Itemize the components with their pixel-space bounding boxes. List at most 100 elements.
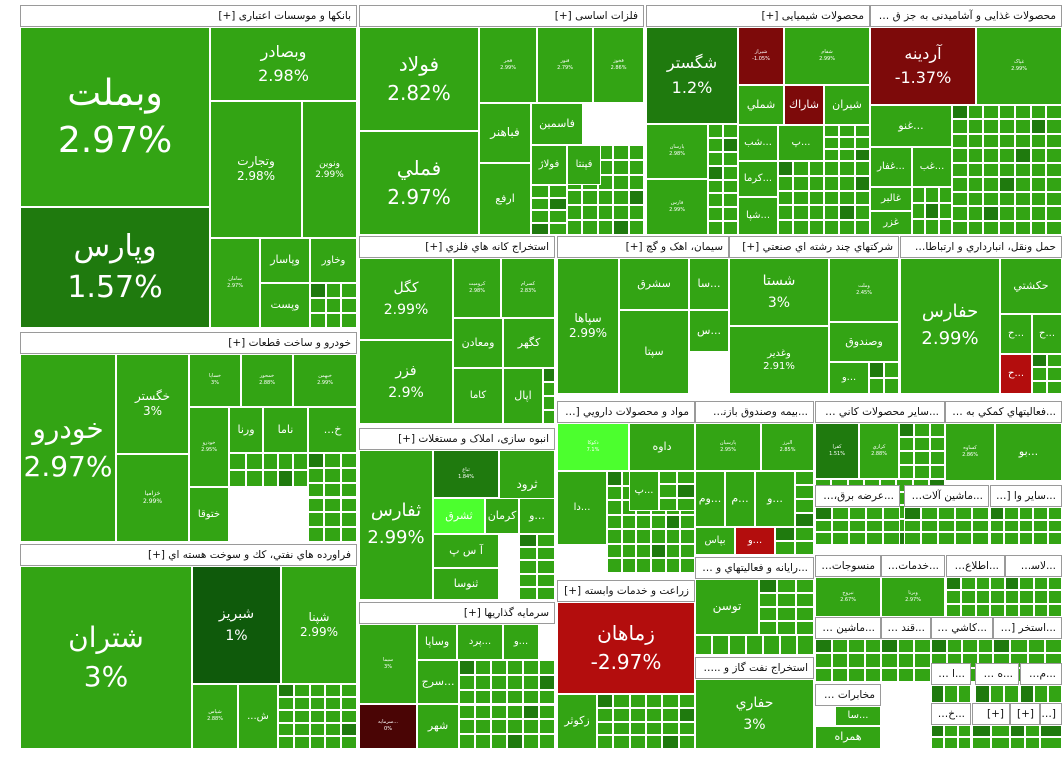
small-stock-tile[interactable] bbox=[1047, 532, 1062, 545]
small-stock-tile[interactable] bbox=[677, 471, 695, 485]
small-stock-tile[interactable] bbox=[597, 220, 614, 235]
stock-tile[interactable]: همراه bbox=[815, 726, 881, 749]
small-stock-tile[interactable] bbox=[636, 514, 651, 530]
small-stock-tile[interactable] bbox=[665, 543, 681, 559]
sector-header-auto[interactable]: خودرو و ساخت قطعات [+] bbox=[20, 332, 357, 354]
small-stock-tile[interactable] bbox=[613, 721, 630, 736]
stock-tile[interactable]: ...بو bbox=[995, 423, 1062, 481]
stock-tile[interactable]: كاما bbox=[453, 368, 503, 424]
small-stock-tile[interactable] bbox=[778, 220, 794, 235]
small-stock-tile[interactable] bbox=[854, 190, 870, 206]
small-stock-tile[interactable] bbox=[957, 685, 971, 703]
small-stock-tile[interactable] bbox=[549, 197, 567, 210]
small-stock-tile[interactable] bbox=[723, 151, 738, 166]
small-stock-tile[interactable] bbox=[1030, 191, 1047, 207]
small-stock-tile[interactable] bbox=[854, 125, 870, 137]
small-stock-tile[interactable] bbox=[459, 660, 475, 675]
small-stock-tile[interactable] bbox=[723, 207, 738, 222]
small-stock-tile[interactable] bbox=[678, 707, 695, 722]
small-stock-tile[interactable] bbox=[904, 507, 921, 520]
small-stock-tile[interactable] bbox=[1047, 380, 1062, 394]
small-stock-tile[interactable] bbox=[695, 635, 712, 655]
small-stock-tile[interactable] bbox=[884, 378, 899, 394]
small-stock-tile[interactable] bbox=[866, 507, 883, 520]
small-stock-tile[interactable] bbox=[309, 684, 326, 697]
small-stock-tile[interactable] bbox=[746, 635, 763, 655]
small-stock-tile[interactable] bbox=[960, 577, 976, 591]
small-stock-tile[interactable] bbox=[983, 133, 1000, 149]
small-stock-tile[interactable] bbox=[263, 470, 278, 487]
small-stock-tile[interactable] bbox=[849, 532, 866, 545]
small-stock-tile[interactable] bbox=[340, 467, 357, 483]
small-stock-tile[interactable] bbox=[613, 205, 629, 220]
stock-tile[interactable]: ...سرمايه 0% bbox=[359, 704, 417, 749]
small-stock-tile[interactable] bbox=[952, 206, 968, 221]
stock-tile[interactable]: ونوین 2.99% bbox=[302, 101, 357, 238]
small-stock-tile[interactable] bbox=[677, 484, 695, 498]
small-stock-tile[interactable] bbox=[475, 674, 491, 690]
small-stock-tile[interactable] bbox=[967, 220, 984, 235]
small-stock-tile[interactable] bbox=[983, 119, 1000, 134]
small-stock-tile[interactable] bbox=[636, 529, 651, 544]
small-stock-tile[interactable] bbox=[778, 161, 794, 176]
sector-header-oilgas[interactable]: استخراج نفت گاز و ... [+] bbox=[695, 657, 814, 679]
small-stock-tile[interactable] bbox=[931, 639, 947, 654]
stock-tile[interactable]: فاسمين bbox=[531, 103, 583, 145]
small-stock-tile[interactable] bbox=[914, 423, 930, 437]
sector-header-e6[interactable]: [+] bbox=[1010, 703, 1040, 725]
sector-header-e3[interactable]: ...م [+] bbox=[1020, 663, 1062, 685]
small-stock-tile[interactable] bbox=[597, 707, 614, 722]
stock-tile[interactable]: وپارس 1.57% bbox=[20, 207, 210, 328]
small-stock-tile[interactable] bbox=[975, 577, 991, 591]
stock-tile[interactable]: فجر 2.99% bbox=[479, 27, 537, 103]
small-stock-tile[interactable] bbox=[897, 639, 915, 654]
stock-tile[interactable]: شستا 3% bbox=[729, 258, 829, 326]
small-stock-tile[interactable] bbox=[884, 362, 899, 378]
small-stock-tile[interactable] bbox=[597, 735, 614, 749]
stock-tile[interactable]: حفارس 2.99% bbox=[900, 258, 1000, 394]
small-stock-tile[interactable] bbox=[543, 382, 555, 396]
small-stock-tile[interactable] bbox=[931, 685, 945, 703]
stock-tile[interactable]: فنور 2.79% bbox=[537, 27, 593, 103]
small-stock-tile[interactable] bbox=[1030, 105, 1047, 120]
small-stock-tile[interactable] bbox=[567, 205, 583, 220]
small-stock-tile[interactable] bbox=[1019, 590, 1034, 604]
sector-header-construction[interactable]: انبوه سازی، املاک و مستغلات [+] bbox=[359, 428, 555, 450]
small-stock-tile[interactable] bbox=[883, 532, 900, 545]
small-stock-tile[interactable] bbox=[999, 148, 1015, 163]
small-stock-tile[interactable] bbox=[459, 719, 475, 735]
small-stock-tile[interactable] bbox=[1027, 639, 1045, 654]
small-stock-tile[interactable] bbox=[983, 220, 1000, 235]
small-stock-tile[interactable] bbox=[325, 283, 342, 298]
sector-header-e5[interactable]: [+] bbox=[972, 703, 1010, 725]
stock-tile[interactable]: شاراك bbox=[784, 85, 824, 125]
small-stock-tile[interactable] bbox=[795, 485, 814, 499]
stock-tile[interactable]: ...كرما bbox=[738, 161, 778, 197]
small-stock-tile[interactable] bbox=[325, 736, 342, 749]
stock-tile[interactable]: كرمان bbox=[485, 498, 519, 534]
small-stock-tile[interactable] bbox=[597, 205, 614, 220]
small-stock-tile[interactable] bbox=[1005, 603, 1020, 617]
small-stock-tile[interactable] bbox=[293, 453, 308, 470]
small-stock-tile[interactable] bbox=[1046, 206, 1062, 221]
small-stock-tile[interactable] bbox=[665, 558, 681, 573]
small-stock-tile[interactable] bbox=[629, 721, 646, 736]
stock-tile[interactable]: خبهمن 2.99% bbox=[293, 354, 357, 407]
small-stock-tile[interactable] bbox=[1004, 685, 1019, 703]
sector-header-banks[interactable]: بانکها و موسسات اعتباری [+] bbox=[20, 5, 357, 27]
small-stock-tile[interactable] bbox=[869, 362, 884, 378]
small-stock-tile[interactable] bbox=[881, 639, 898, 654]
small-stock-tile[interactable] bbox=[229, 453, 246, 470]
small-stock-tile[interactable] bbox=[543, 396, 555, 410]
sector-header-transport[interactable]: حمل ونقل، انبارداري و ارتباطات [+] bbox=[900, 236, 1062, 258]
small-stock-tile[interactable] bbox=[967, 148, 984, 163]
small-stock-tile[interactable] bbox=[839, 125, 855, 137]
small-stock-tile[interactable] bbox=[1018, 532, 1034, 545]
stock-tile[interactable]: غالبر bbox=[870, 187, 912, 211]
small-stock-tile[interactable] bbox=[990, 507, 1005, 520]
small-stock-tile[interactable] bbox=[1032, 380, 1047, 394]
small-stock-tile[interactable] bbox=[309, 710, 326, 723]
small-stock-tile[interactable] bbox=[507, 719, 523, 735]
small-stock-tile[interactable] bbox=[929, 437, 945, 451]
stock-tile[interactable]: وپست bbox=[260, 283, 310, 328]
